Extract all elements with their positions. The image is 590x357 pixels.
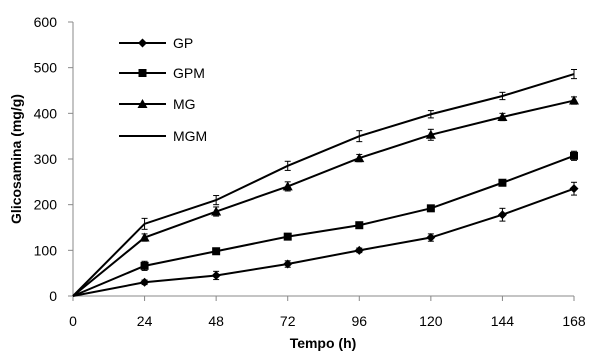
x-tick-label: 120 bbox=[419, 313, 443, 329]
axes: 0 100 200 300 400 500 600 0 24 48 72 96 120 144 168 bbox=[34, 14, 586, 329]
x-tick-label: 96 bbox=[351, 313, 367, 329]
data-point bbox=[282, 181, 293, 191]
legend-item-gpm: GPM bbox=[119, 65, 205, 81]
data-point bbox=[212, 247, 221, 256]
x-tick-label: 24 bbox=[137, 313, 153, 329]
legend-label: MG bbox=[173, 96, 196, 112]
data-point bbox=[283, 232, 292, 241]
y-tick-label: 200 bbox=[34, 197, 58, 213]
series-line-gpm bbox=[72, 154, 575, 297]
x-tick-label: 144 bbox=[491, 313, 515, 329]
legend-item-gp: GP bbox=[119, 35, 193, 51]
x-axis-title: Tempo (h) bbox=[290, 335, 357, 351]
y-tick-label: 0 bbox=[49, 288, 57, 304]
x-tick-label: 168 bbox=[562, 313, 586, 329]
data-point bbox=[570, 151, 578, 160]
data-point bbox=[426, 233, 436, 243]
data-point bbox=[497, 210, 507, 220]
legend-label: GPM bbox=[173, 65, 205, 81]
series-gpm bbox=[72, 150, 578, 297]
series-line-mgm bbox=[72, 73, 575, 297]
series-gp bbox=[72, 181, 579, 297]
legend-item-mgm: MGM bbox=[119, 128, 207, 144]
x-tick-label: 0 bbox=[69, 313, 77, 329]
series-mg bbox=[72, 95, 579, 297]
legend-label: MGM bbox=[173, 128, 207, 144]
y-axis-title: Glicosamina (mg/g) bbox=[8, 94, 24, 224]
y-tick-label: 500 bbox=[34, 60, 58, 76]
data-point bbox=[283, 259, 293, 269]
data-point bbox=[355, 221, 364, 230]
data-point bbox=[569, 95, 579, 105]
series-layer bbox=[72, 68, 579, 297]
data-point bbox=[498, 178, 507, 187]
series-line-gp bbox=[72, 187, 575, 297]
data-point bbox=[140, 261, 149, 270]
data-point bbox=[426, 204, 435, 213]
data-point bbox=[211, 270, 221, 280]
legend: GP GPM MG MGM bbox=[119, 35, 207, 144]
data-point bbox=[140, 277, 150, 287]
data-point bbox=[139, 232, 150, 242]
series-mgm bbox=[72, 68, 577, 297]
data-point bbox=[354, 153, 365, 163]
legend-label: GP bbox=[173, 35, 193, 51]
y-tick-label: 400 bbox=[34, 105, 58, 121]
x-tick-label: 72 bbox=[280, 313, 296, 329]
legend-marker bbox=[138, 38, 147, 48]
legend-marker bbox=[137, 99, 148, 108]
data-point bbox=[354, 245, 364, 255]
data-point bbox=[425, 129, 436, 139]
x-tick-label: 48 bbox=[208, 313, 224, 329]
legend-item-mg: MG bbox=[119, 96, 196, 112]
series-line-mg bbox=[72, 99, 575, 297]
y-tick-label: 600 bbox=[34, 14, 58, 30]
data-point bbox=[569, 184, 579, 194]
data-point bbox=[211, 206, 222, 216]
y-tick-label: 300 bbox=[34, 151, 58, 167]
data-point bbox=[497, 111, 508, 121]
legend-marker bbox=[138, 69, 147, 77]
y-tick-label: 100 bbox=[34, 242, 58, 258]
